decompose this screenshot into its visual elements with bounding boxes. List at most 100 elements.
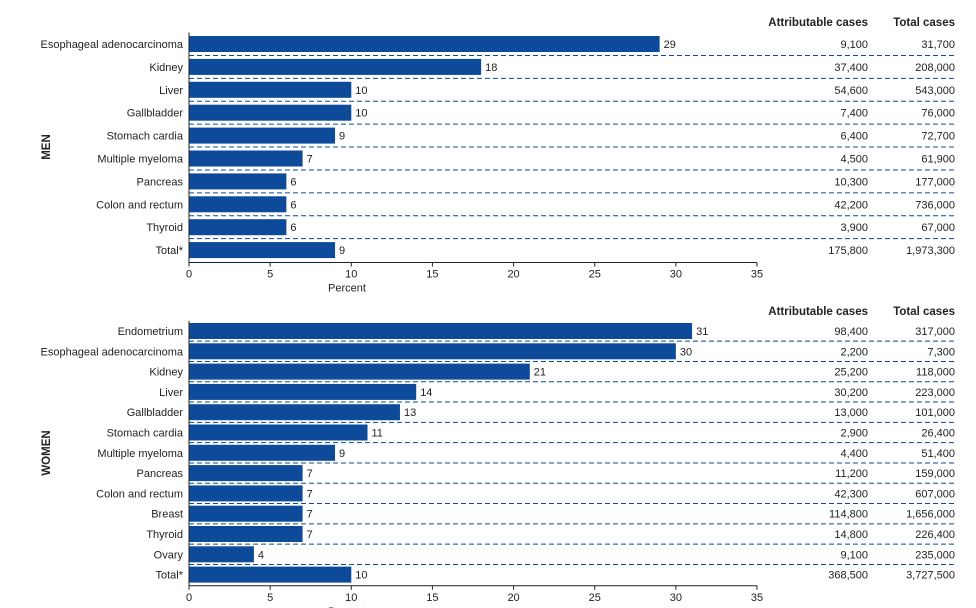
total-cases-value: 7,300 — [927, 346, 955, 358]
bar-value-label: 10 — [355, 570, 367, 582]
bar — [189, 505, 303, 522]
total-cases-value: 543,000 — [915, 85, 955, 97]
attributable-cases-value: 114,800 — [829, 509, 868, 521]
total-cases-value: 177,000 — [915, 176, 955, 188]
x-tick-label: 30 — [670, 592, 682, 604]
category-label: Multiple myeloma — [97, 154, 183, 166]
bar-value-label: 10 — [355, 108, 367, 120]
bar-value-label: 4 — [258, 549, 264, 561]
bar — [189, 444, 336, 461]
category-label: Esophageal adenocarcinoma — [41, 39, 184, 51]
bar — [189, 546, 254, 563]
bar-value-label: 21 — [534, 367, 546, 379]
bar — [189, 219, 287, 236]
total-cases-value: 51,400 — [921, 448, 955, 460]
bar-value-label: 9 — [339, 131, 345, 143]
category-label: Stomach cardia — [107, 131, 184, 143]
category-label: Stomach cardia — [107, 428, 184, 440]
bar-value-label: 18 — [485, 62, 497, 74]
x-axis-title: Percent — [328, 283, 366, 295]
category-label: Colon and rectum — [96, 488, 183, 500]
bar-value-label: 6 — [290, 176, 296, 188]
total-cases-value: 736,000 — [915, 199, 955, 211]
x-tick-label: 10 — [345, 592, 357, 604]
attributable-cases-value: 9,100 — [840, 549, 868, 561]
bar-value-label: 10 — [355, 85, 367, 97]
x-tick-label: 15 — [426, 269, 438, 281]
bar-value-label: 9 — [339, 448, 345, 460]
category-label: Colon and rectum — [96, 199, 183, 211]
category-label: Thyroid — [146, 222, 183, 234]
total-cases-value: 1,656,000 — [906, 509, 955, 521]
bar — [189, 104, 352, 121]
attributable-cases-value: 3,900 — [840, 222, 868, 234]
bar — [189, 36, 660, 52]
bar — [189, 526, 303, 542]
attributable-cases-value: 11,200 — [835, 468, 868, 480]
x-tick-label: 20 — [507, 269, 519, 281]
category-label: Multiple myeloma — [97, 448, 183, 460]
bar — [189, 485, 303, 502]
attributable-cases-value: 42,200 — [834, 199, 868, 211]
x-tick-label: 10 — [345, 269, 357, 281]
category-label: Thyroid — [146, 529, 183, 541]
attributable-cases-value: 37,400 — [834, 62, 868, 74]
category-label: Liver — [159, 85, 183, 97]
category-label: Pancreas — [137, 468, 184, 480]
bar-value-label: 6 — [290, 222, 296, 234]
attributable-cases-value: 13,000 — [834, 407, 868, 419]
category-label: Kidney — [149, 367, 183, 379]
bar — [189, 150, 303, 167]
total-cases-value: 208,000 — [915, 62, 955, 74]
total-cases-value: 223,000 — [915, 387, 955, 399]
x-tick-label: 35 — [751, 269, 763, 281]
total-cases-value: 26,400 — [921, 428, 955, 440]
attributable-cases-value: 4,500 — [840, 154, 868, 166]
bar-value-label: 7 — [307, 529, 313, 541]
total-cases-value: 72,700 — [921, 131, 955, 143]
attributable-cases-value: 42,300 — [834, 488, 868, 500]
group-label: WOMEN — [41, 430, 53, 475]
category-label: Gallbladder — [127, 108, 184, 120]
x-tick-label: 5 — [267, 269, 273, 281]
bar — [189, 196, 287, 213]
x-tick-label: 35 — [751, 592, 763, 604]
attributable-cases-value: 25,200 — [834, 367, 868, 379]
attributable-cases-value: 54,600 — [834, 85, 868, 97]
category-label: Liver — [159, 387, 183, 399]
attributable-cases-value: 2,900 — [840, 428, 868, 440]
total-cases-header: Total cases — [893, 306, 955, 318]
total-cases-value: 3,727,500 — [906, 570, 955, 582]
category-label: Pancreas — [137, 176, 184, 188]
x-tick-label: 25 — [589, 269, 601, 281]
attributable-cases-value: 7,400 — [840, 108, 868, 120]
bar-value-label: 13 — [404, 407, 416, 419]
total-cases-value: 31,700 — [921, 39, 955, 51]
x-axis-title: Percent — [328, 606, 366, 608]
bar — [189, 343, 676, 360]
attributable-cases-value: 2,200 — [840, 346, 868, 358]
total-cases-value: 607,000 — [915, 488, 955, 500]
category-label: Gallbladder — [127, 407, 184, 419]
total-cases-value: 61,900 — [921, 154, 955, 166]
category-label: Total* — [155, 245, 183, 257]
x-tick-label: 20 — [507, 592, 519, 604]
total-cases-value: 101,000 — [915, 407, 955, 419]
attributable-cases-value: 368,500 — [828, 570, 868, 582]
category-label: Kidney — [149, 62, 183, 74]
total-cases-value: 159,000 — [915, 468, 955, 480]
bar-value-label: 29 — [664, 39, 676, 51]
bar-value-label: 11 — [372, 428, 383, 440]
bar — [189, 363, 530, 380]
x-tick-label: 0 — [186, 592, 192, 604]
attributable-cases-header: Attributable cases — [768, 306, 868, 318]
total-cases-header: Total cases — [893, 17, 955, 29]
attributable-cases-value: 9,100 — [840, 39, 868, 51]
attributable-cases-header: Attributable cases — [768, 17, 868, 29]
x-tick-label: 0 — [186, 269, 192, 281]
total-cases-value: 235,000 — [915, 549, 955, 561]
attributable-cases-value: 6,400 — [840, 131, 868, 143]
bar — [189, 424, 368, 441]
total-cases-value: 67,000 — [921, 222, 955, 234]
bar — [189, 323, 693, 339]
